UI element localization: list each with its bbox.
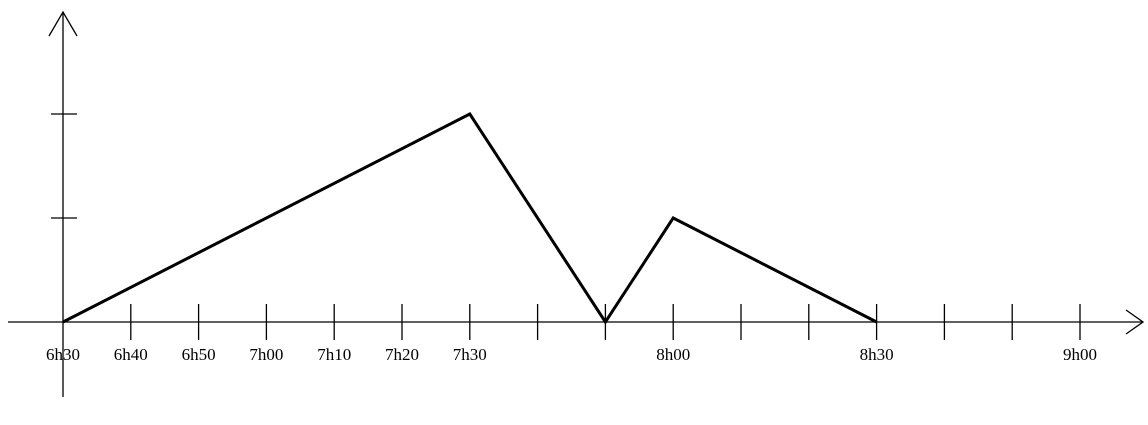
x-tick-label-7h20: 7h20 <box>385 345 419 364</box>
series-line-0 <box>62 112 878 325</box>
x-tick-label-7h10: 7h10 <box>317 345 351 364</box>
x-tick-label-8h30: 8h30 <box>860 345 894 364</box>
x-tick-label-7h00: 7h00 <box>249 345 283 364</box>
chart-axes <box>8 10 1145 397</box>
x-tick-label-6h40: 6h40 <box>114 345 148 364</box>
y-axis-arrowhead <box>48 10 78 37</box>
x-tick-label-6h50: 6h50 <box>182 345 216 364</box>
x-tick-labels: 6h30 6h40 6h50 7h00 7h10 7h20 7h30 8h00 8h30 9h00 <box>46 345 1097 364</box>
y-axis-ticks <box>51 113 77 219</box>
x-tick-label-6h30: 6h30 <box>46 345 80 364</box>
x-tick-label-9h00: 9h00 <box>1063 345 1097 364</box>
x-axis-ticks <box>130 304 1081 340</box>
x-axis-arrowhead <box>1125 309 1145 335</box>
x-tick-label-7h30: 7h30 <box>453 345 487 364</box>
series-layer <box>62 112 878 325</box>
x-tick-label-8h00: 8h00 <box>656 345 690 364</box>
